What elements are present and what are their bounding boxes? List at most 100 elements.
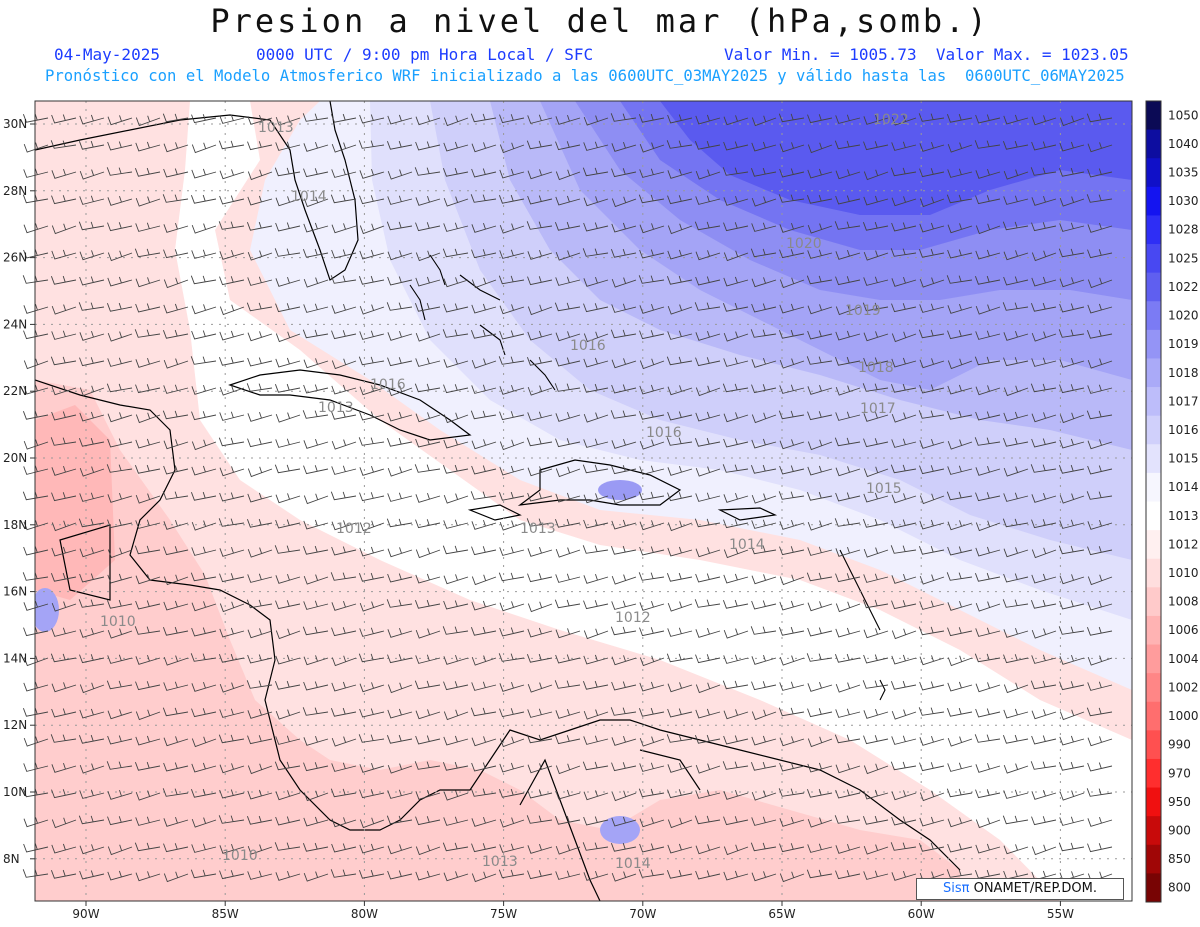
wind-barb: [694, 599, 721, 608]
colorbar-label: 990: [1168, 738, 1191, 752]
wind-barb: [667, 223, 693, 235]
wind-barb: [638, 788, 665, 798]
wind-barb: [975, 627, 1001, 637]
wind-barb: [583, 141, 609, 151]
wind-barb: [611, 655, 637, 666]
wind-barb: [807, 330, 833, 340]
wind-barb: [778, 491, 805, 500]
wind-barb: [807, 249, 833, 259]
wind-barb: [1003, 628, 1029, 638]
wind-barb: [554, 680, 581, 689]
wind-barb: [414, 599, 441, 609]
lat-label: 24N: [3, 317, 27, 331]
wind-barb: [862, 383, 889, 392]
wind-barb: [1058, 761, 1085, 771]
wind-barb: [1003, 789, 1029, 799]
wind-barb: [162, 194, 189, 203]
wind-barb: [163, 439, 189, 450]
wind-barb: [107, 250, 133, 262]
wind-barb: [79, 870, 105, 880]
wind-barb: [190, 194, 217, 204]
wind-barb: [555, 195, 581, 206]
wind-barb: [1086, 194, 1113, 203]
wind-barb: [387, 844, 413, 855]
colorbar-label: 1018: [1168, 366, 1199, 380]
wind-barb: [611, 816, 637, 827]
wind-barb: [247, 870, 273, 880]
wind-barb: [695, 114, 721, 125]
wind-barb: [107, 709, 133, 720]
wind-barb: [470, 707, 497, 717]
wind-barb: [947, 358, 973, 370]
wind-barb: [442, 626, 469, 635]
wind-barb: [527, 763, 553, 774]
wind-barb: [779, 817, 805, 827]
wind-barb: [527, 573, 553, 583]
wind-barb: [527, 466, 553, 477]
wind-barb: [639, 465, 665, 475]
wind-barb: [639, 439, 665, 450]
wind-barb: [555, 412, 581, 422]
wind-barb: [863, 789, 889, 800]
wind-barb: [947, 223, 973, 234]
wind-barb: [975, 411, 1001, 421]
contour-label: 1016: [646, 425, 682, 441]
wind-barb: [639, 304, 665, 314]
wind-barb: [442, 761, 469, 771]
wind-barb: [50, 437, 77, 446]
wind-barb: [499, 142, 525, 154]
wind-barb: [863, 276, 889, 286]
wind-barb: [359, 223, 385, 235]
wind-barb: [947, 681, 973, 692]
wind-barb: [946, 788, 973, 798]
wind-barb: [863, 331, 889, 342]
wind-barb: [555, 573, 581, 583]
wind-barb: [555, 547, 581, 558]
wind-barb: [582, 248, 609, 257]
lat-label: 20N: [3, 451, 27, 465]
wind-barb: [191, 439, 217, 451]
wind-barb: [274, 167, 301, 177]
wind-barb: [554, 302, 581, 312]
wind-barb: [79, 411, 105, 422]
wind-barb: [415, 357, 441, 367]
contour-label: 1012: [336, 521, 372, 537]
wind-barb: [302, 626, 329, 636]
wind-barb: [1031, 573, 1057, 584]
wind-barb: [443, 438, 469, 449]
contour-label: 1012: [615, 610, 651, 626]
wind-barb: [23, 843, 49, 853]
wind-barb: [442, 464, 469, 474]
wind-barb: [107, 519, 133, 529]
wind-barb: [443, 412, 469, 424]
wind-barb: [583, 303, 609, 313]
wind-barb: [638, 113, 665, 123]
colorbar-label: 1020: [1168, 309, 1199, 323]
wind-barb: [443, 600, 469, 610]
colorbar-label: 800: [1168, 881, 1191, 895]
wind-barb: [498, 653, 525, 662]
wind-barb: [499, 546, 525, 556]
wind-barb: [751, 222, 777, 232]
wind-barb: [946, 410, 973, 420]
wind-barb: [471, 655, 497, 666]
wind-barb: [331, 168, 357, 178]
wind-barb: [638, 410, 665, 420]
wind-barb: [246, 302, 273, 312]
wind-barb: [695, 466, 721, 477]
wind-barb: [302, 545, 329, 555]
wind-barb: [499, 249, 525, 259]
wind-barb: [331, 627, 357, 637]
wind-barb: [163, 681, 189, 691]
wind-barb: [498, 275, 525, 285]
wind-barb: [359, 492, 385, 502]
island-2: [429, 254, 446, 286]
colorbar-label: 1016: [1168, 423, 1199, 437]
wind-barb: [1031, 816, 1057, 826]
wind-barb: [106, 599, 133, 609]
colorbar-swatch: [1146, 530, 1161, 560]
wind-barb: [1059, 358, 1085, 368]
wind-barb: [218, 356, 245, 366]
wind-barb: [918, 329, 945, 339]
